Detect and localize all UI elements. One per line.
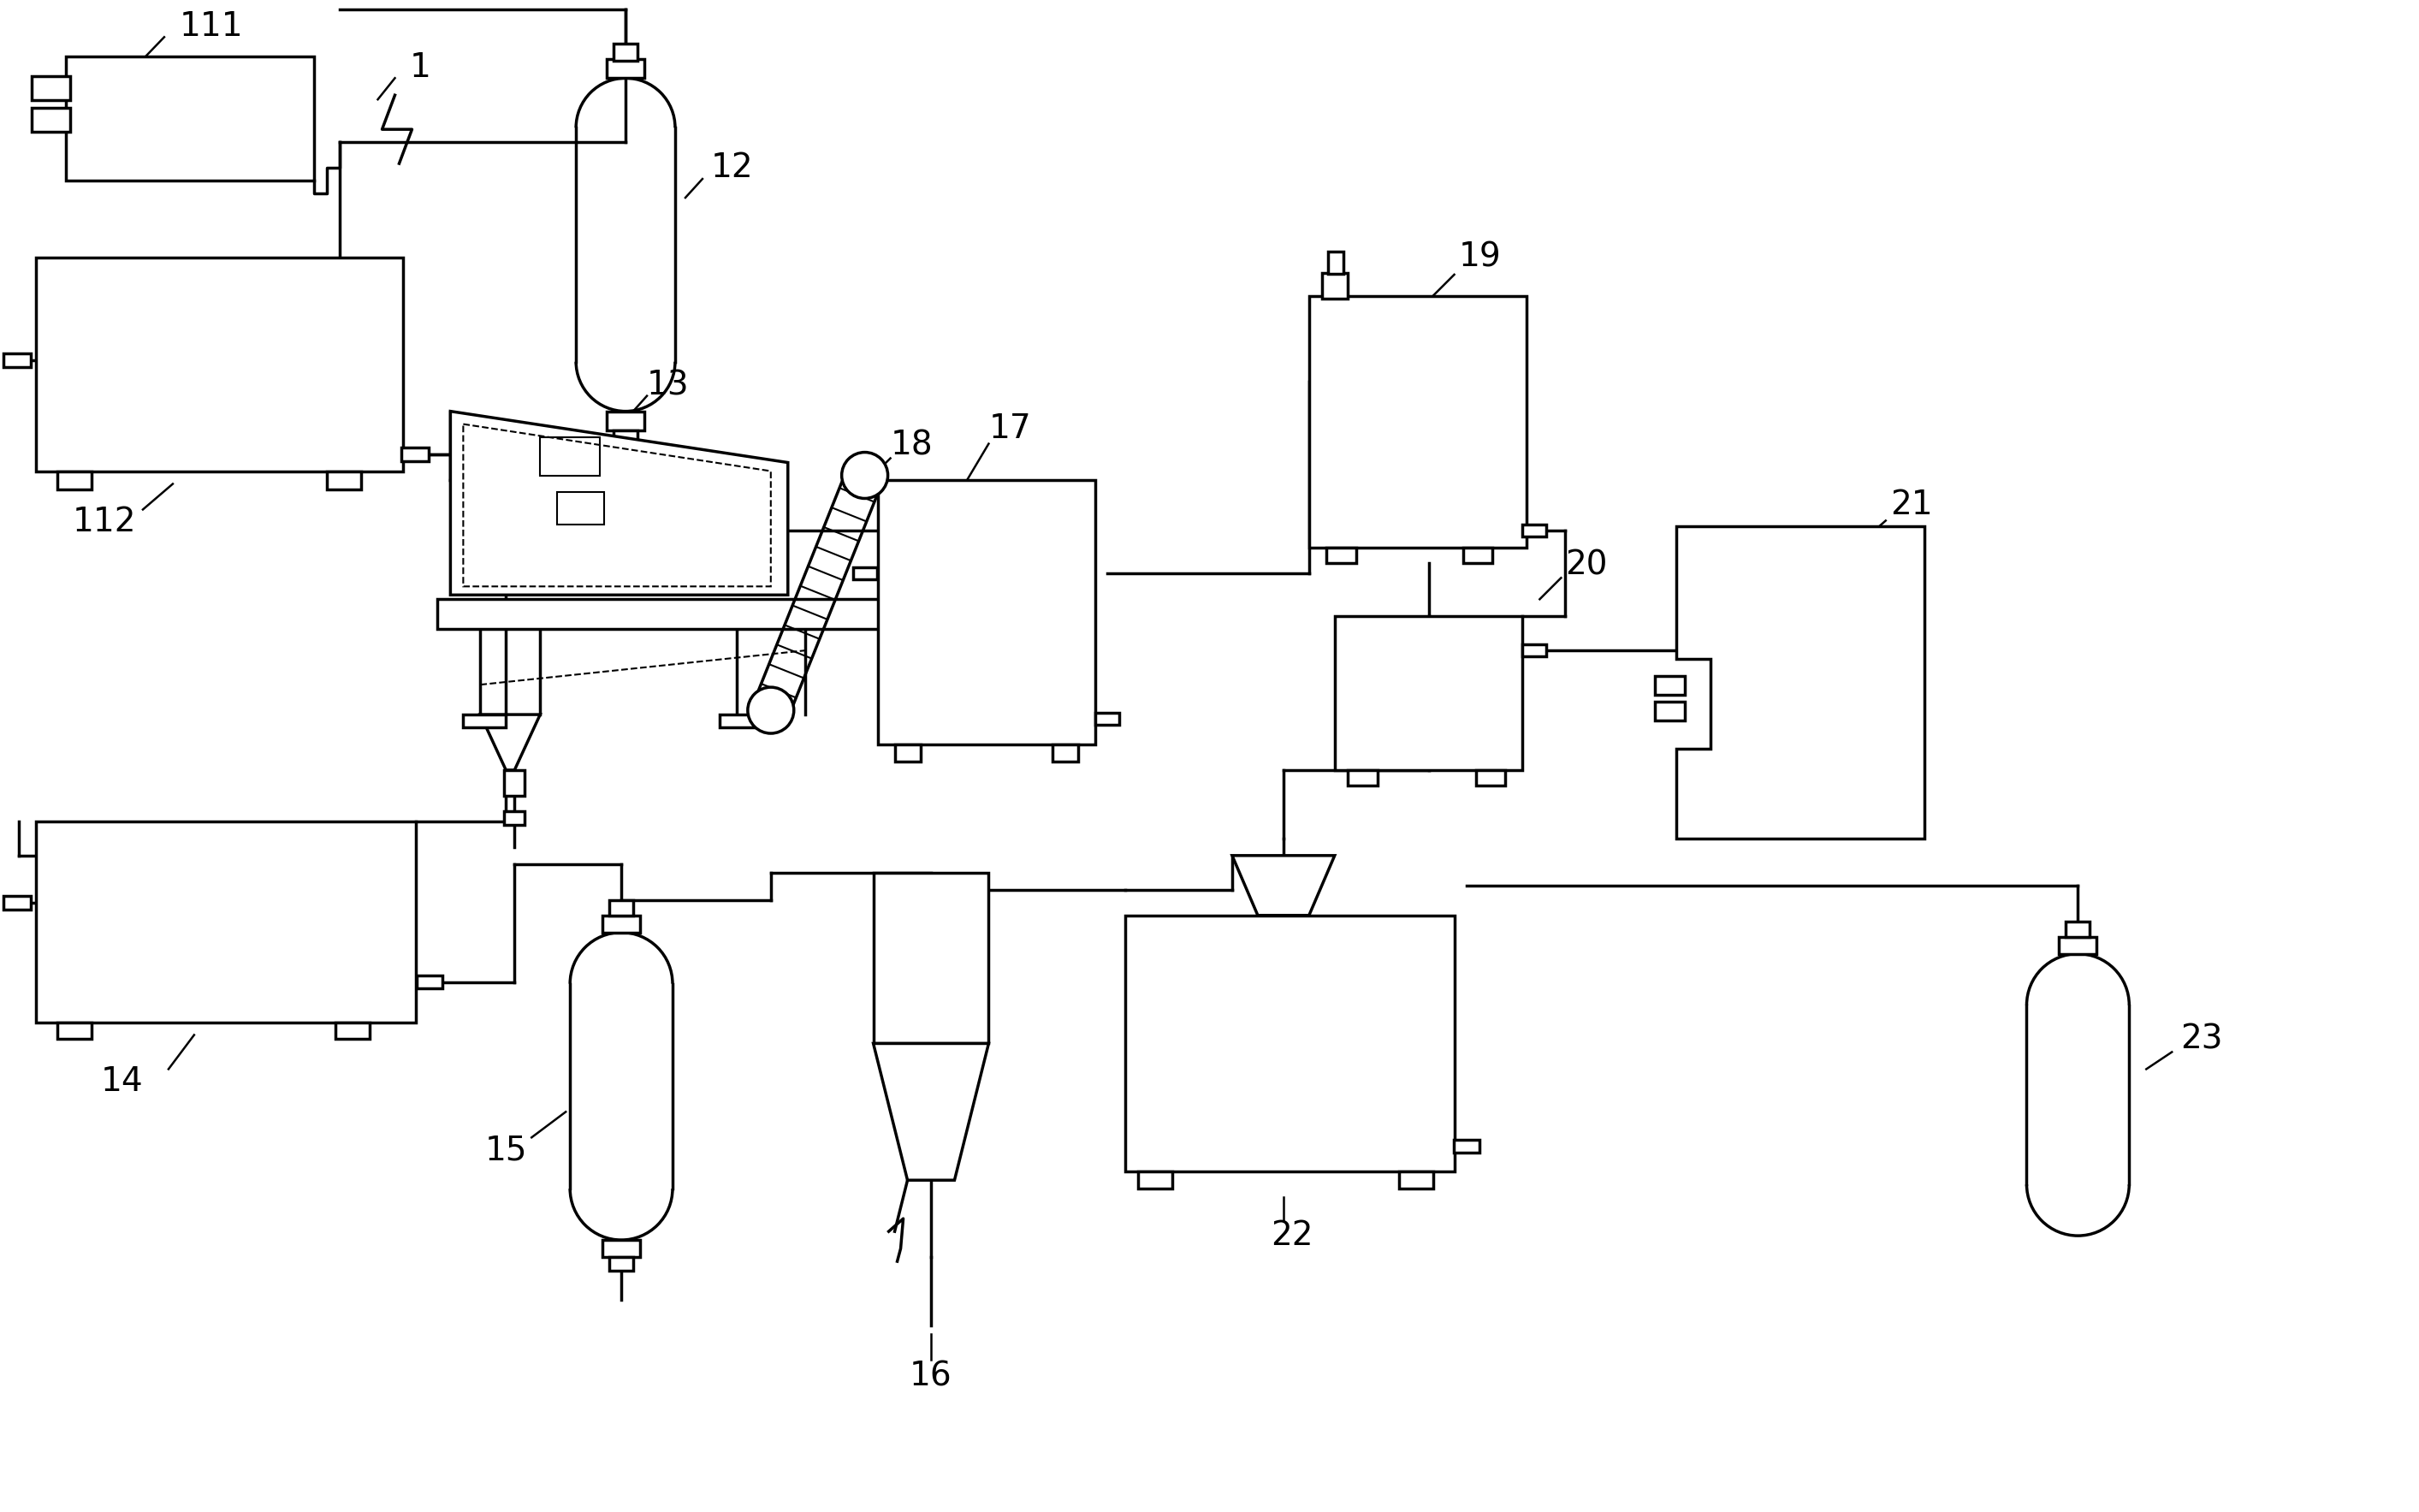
Text: 21: 21: [1889, 488, 1933, 522]
Polygon shape: [1231, 856, 1335, 915]
Bar: [327, 472, 360, 490]
Circle shape: [842, 452, 888, 499]
Bar: [1321, 272, 1347, 298]
Text: 18: 18: [890, 429, 934, 461]
Bar: [1522, 525, 1546, 537]
Text: 20: 20: [1565, 549, 1609, 581]
Bar: [1476, 770, 1505, 785]
Bar: [610, 900, 634, 915]
Bar: [878, 479, 1096, 744]
Text: 111: 111: [179, 11, 244, 42]
Polygon shape: [450, 411, 789, 594]
Bar: [1347, 770, 1376, 785]
Bar: [718, 715, 779, 727]
Bar: [65, 57, 314, 180]
Bar: [464, 715, 506, 727]
Bar: [503, 770, 525, 795]
Bar: [36, 821, 416, 1022]
Bar: [873, 872, 989, 1043]
Bar: [31, 107, 70, 132]
Bar: [1309, 296, 1526, 547]
Bar: [1139, 1172, 1173, 1188]
Bar: [607, 59, 643, 79]
Bar: [614, 429, 639, 448]
Bar: [503, 810, 525, 824]
Bar: [2, 354, 31, 367]
Bar: [1655, 702, 1686, 721]
Bar: [854, 567, 876, 579]
Text: 1: 1: [409, 51, 431, 85]
Bar: [336, 1022, 370, 1039]
Bar: [2, 895, 31, 909]
Bar: [614, 44, 639, 60]
Text: 13: 13: [646, 369, 689, 402]
Bar: [1328, 251, 1343, 274]
Bar: [1463, 547, 1493, 564]
Bar: [2066, 921, 2090, 937]
Text: 16: 16: [910, 1361, 951, 1393]
Bar: [2059, 937, 2097, 954]
Bar: [539, 437, 600, 475]
Bar: [1398, 1172, 1432, 1188]
Bar: [602, 915, 641, 933]
Bar: [607, 411, 643, 429]
Text: 112: 112: [73, 507, 135, 538]
Polygon shape: [1676, 526, 1923, 839]
Text: 23: 23: [2180, 1024, 2223, 1055]
Bar: [1096, 712, 1120, 724]
Bar: [31, 77, 70, 100]
Text: 12: 12: [711, 151, 755, 184]
Bar: [602, 1240, 641, 1256]
Text: 19: 19: [1459, 242, 1502, 274]
Bar: [416, 975, 443, 989]
Text: 15: 15: [484, 1134, 527, 1167]
Polygon shape: [481, 715, 539, 770]
Bar: [610, 1256, 634, 1270]
Bar: [1125, 915, 1454, 1172]
Circle shape: [747, 688, 793, 733]
Bar: [438, 599, 883, 629]
Bar: [1335, 617, 1522, 770]
Bar: [58, 472, 92, 490]
Bar: [1052, 744, 1079, 762]
Bar: [1655, 676, 1686, 696]
Text: 17: 17: [989, 413, 1030, 445]
Bar: [1454, 1140, 1478, 1152]
Text: 14: 14: [99, 1066, 143, 1098]
Bar: [1522, 644, 1546, 656]
Bar: [556, 493, 605, 525]
Bar: [58, 1022, 92, 1039]
Text: 22: 22: [1270, 1220, 1314, 1252]
Polygon shape: [873, 1043, 989, 1181]
Bar: [1326, 547, 1357, 564]
Bar: [36, 257, 404, 472]
Bar: [895, 744, 919, 762]
Bar: [402, 448, 428, 461]
